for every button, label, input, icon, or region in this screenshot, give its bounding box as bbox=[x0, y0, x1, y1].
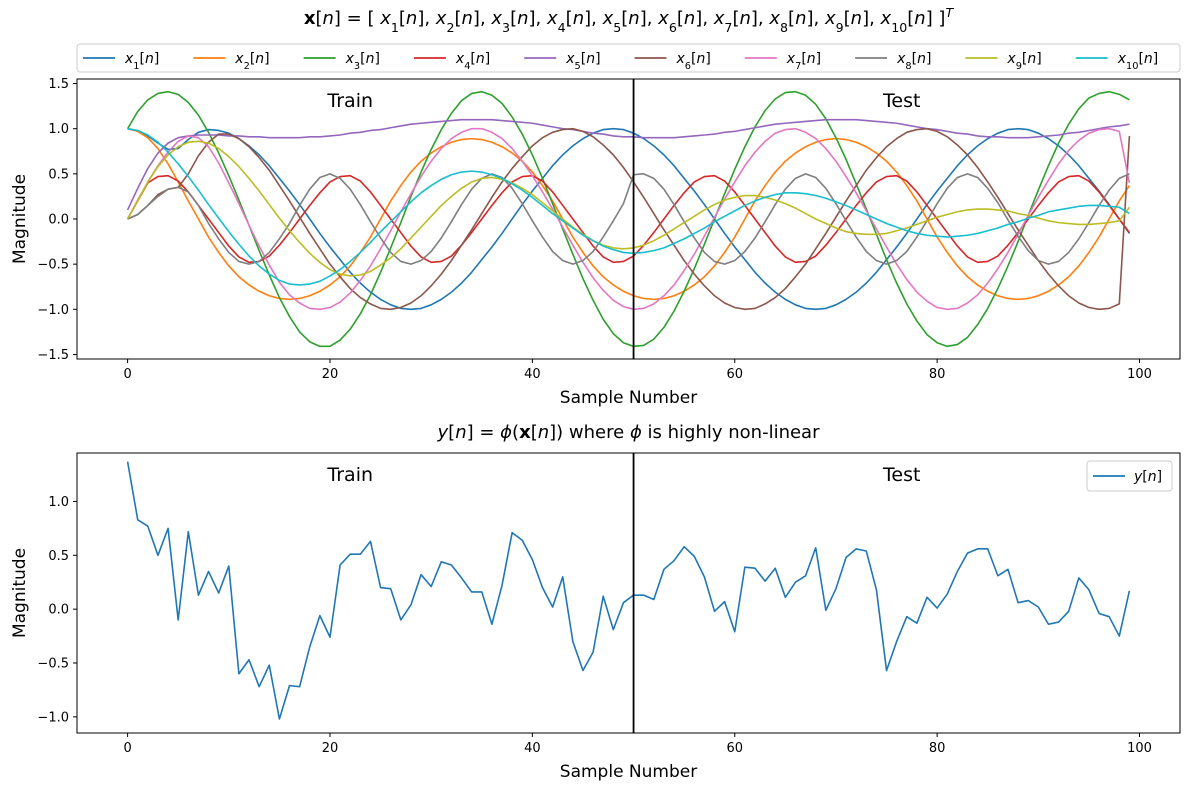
y-tick-label: 0.5 bbox=[48, 167, 69, 182]
series-line-x3 bbox=[126, 90, 1130, 348]
series-line-y bbox=[126, 461, 1131, 720]
series-line-x4 bbox=[126, 174, 1131, 264]
top-panel: 0 20 40 60 80 100 −1.5 −1.0 −0.5 0.0 0.5 1.0 1.5 Samp… bbox=[10, 5, 1181, 408]
chart-title: x[n] = [ x1[n], x2[n], x3[n], x4[n], x5[… bbox=[304, 5, 955, 35]
y-tick-label: −1.0 bbox=[37, 710, 69, 725]
x-tick-label: 20 bbox=[322, 741, 339, 756]
y-tick-label: 0.0 bbox=[48, 603, 69, 618]
legend-item-x6: x6[n] bbox=[634, 51, 711, 72]
y-tick-label: −1.0 bbox=[37, 303, 69, 318]
legend-label: x3[n] bbox=[345, 51, 380, 72]
y-tick-label: 1.5 bbox=[48, 77, 69, 92]
bottom-panel: 0 20 40 60 80 100 −1.0 −0.5 0.0 0.5 1.0 Sample Numb… bbox=[10, 422, 1181, 782]
legend-label: x5[n] bbox=[565, 51, 600, 72]
x-tick-label: 20 bbox=[322, 367, 339, 382]
chart-title: y[n] = ϕ(x[n]) where ϕ is highly non-lin… bbox=[437, 422, 821, 443]
legend-item-x10: x10[n] bbox=[1075, 51, 1159, 72]
series-line-x8 bbox=[127, 173, 1130, 265]
legend-item-x1: x1[n] bbox=[83, 51, 159, 72]
legend-item-x3: x3[n] bbox=[303, 51, 380, 72]
legend-label: x6[n] bbox=[676, 51, 711, 72]
y-tick-label: −0.5 bbox=[37, 258, 69, 273]
y-axis-label: Magnitude bbox=[10, 548, 30, 638]
y-tick-label: 0.0 bbox=[48, 213, 69, 228]
legend-label: x9[n] bbox=[1006, 51, 1041, 72]
x-tick-label: 100 bbox=[1127, 367, 1152, 382]
x-tick-label: 40 bbox=[524, 367, 541, 382]
legend-frame bbox=[76, 43, 1181, 73]
x-tick-label: 80 bbox=[929, 367, 946, 382]
y-tick-label: −0.5 bbox=[37, 657, 69, 672]
legend-label: x10[n] bbox=[1117, 51, 1159, 72]
series-line-x7 bbox=[126, 127, 1131, 311]
y-tick-label: 0.5 bbox=[48, 549, 69, 564]
x-tick-label: 0 bbox=[123, 367, 131, 382]
series-lines bbox=[126, 90, 1131, 348]
axes-frame bbox=[76, 452, 1181, 734]
legend-label: x7[n] bbox=[786, 51, 821, 72]
x-tick-label: 80 bbox=[929, 741, 946, 756]
legend-label: x1[n] bbox=[124, 51, 159, 72]
legend-item-x7: x7[n] bbox=[744, 51, 821, 72]
y-axis-label: Magnitude bbox=[10, 174, 30, 264]
legend-label: x8[n] bbox=[896, 51, 931, 72]
legend-item-x9: x9[n] bbox=[965, 51, 1042, 72]
y-tick-label: −1.5 bbox=[37, 348, 69, 363]
legend-frame bbox=[1086, 460, 1173, 492]
x-tick-label: 100 bbox=[1127, 741, 1152, 756]
x-axis-label: Sample Number bbox=[560, 388, 697, 408]
x-tick-label: 60 bbox=[726, 367, 743, 382]
series-line-x1 bbox=[127, 127, 1131, 311]
test-label: Test bbox=[882, 464, 920, 486]
y-tick-label: 1.0 bbox=[48, 122, 69, 137]
legend-item-x8: x8[n] bbox=[855, 51, 931, 72]
test-label: Test bbox=[882, 90, 920, 112]
x-axis-label: Sample Number bbox=[560, 762, 697, 782]
train-label: Train bbox=[326, 464, 373, 486]
legend-item-x2: x2[n] bbox=[193, 51, 270, 72]
x-tick-label: 40 bbox=[524, 741, 541, 756]
series-line-x9 bbox=[126, 140, 1131, 277]
series-line-x5 bbox=[126, 118, 1130, 211]
train-label: Train bbox=[326, 90, 373, 112]
legend-label: x4[n] bbox=[455, 51, 490, 72]
x-tick-label: 0 bbox=[123, 741, 131, 756]
legend: x1[n] x2[n] x3[n] x4[n] x5[n] x6[n] x7[n] x8[n]… bbox=[76, 43, 1181, 73]
legend-label: x2[n] bbox=[234, 51, 269, 72]
legend-item-x4: x4[n] bbox=[413, 51, 490, 72]
legend-item-x5: x5[n] bbox=[524, 51, 601, 72]
x-tick-label: 60 bbox=[726, 741, 743, 756]
series-lines bbox=[126, 461, 1131, 720]
series-line-x6 bbox=[127, 127, 1131, 311]
legend: y[n] bbox=[1086, 460, 1173, 492]
legend-label: y[n] bbox=[1133, 469, 1162, 485]
y-tick-label: 1.0 bbox=[48, 495, 69, 510]
series-line-x10 bbox=[127, 127, 1130, 286]
